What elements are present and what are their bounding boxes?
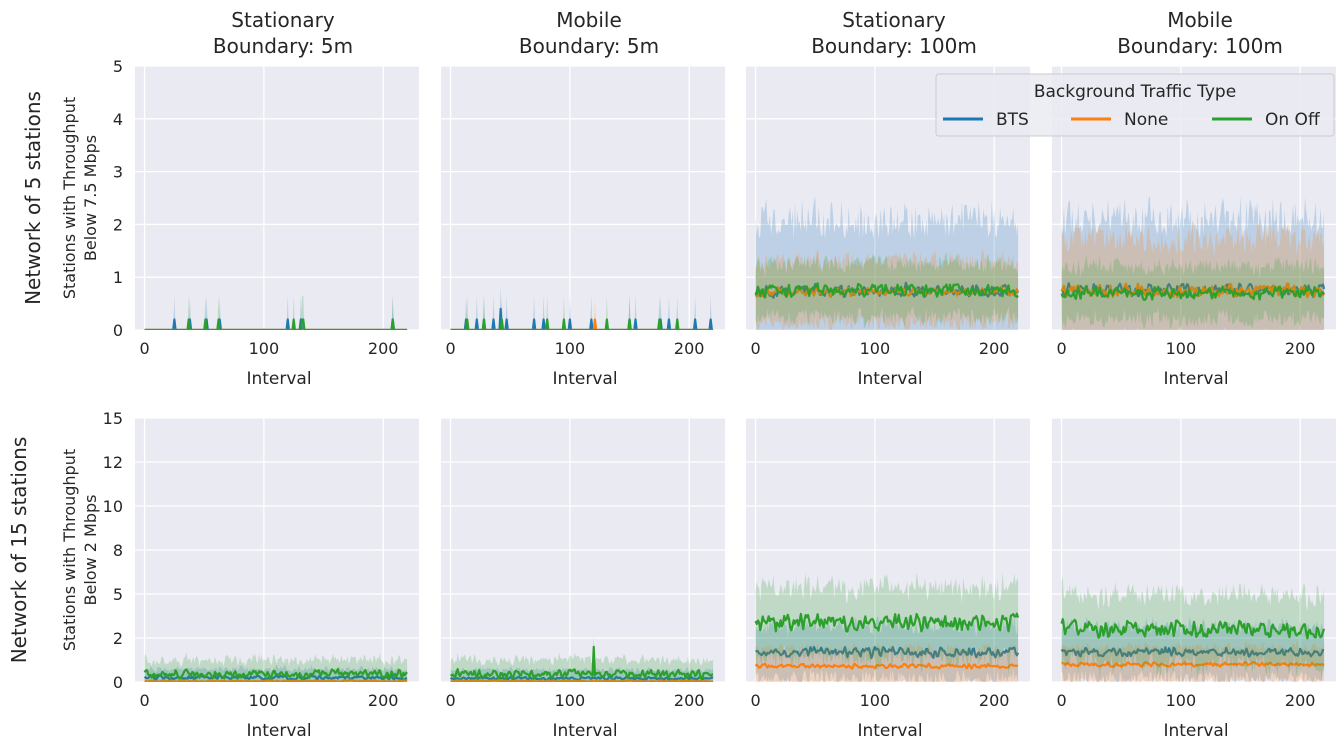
y-axis-label: Stations with Throughput xyxy=(60,449,79,651)
legend-label-onoff: On Off xyxy=(1265,110,1321,130)
y-axis-label: Below 7.5 Mbps xyxy=(81,135,100,261)
row-label-2: Network of 15 stations xyxy=(7,437,31,664)
x-tick-label: 200 xyxy=(979,339,1010,358)
subplot-title: Stationary xyxy=(231,8,335,32)
series-line-bts xyxy=(449,675,714,681)
y-tick-label: 10 xyxy=(103,497,123,516)
x-tick-label: 200 xyxy=(979,691,1010,710)
y-tick-label: 8 xyxy=(113,541,123,560)
subplot-title: Boundary: 5m xyxy=(519,34,659,58)
subplot-title: Boundary: 100m xyxy=(1117,34,1283,58)
series-line-on-off xyxy=(754,612,1020,633)
x-tick-label: 200 xyxy=(368,339,399,358)
series-line-on-off xyxy=(450,645,714,680)
x-axis-label: Interval xyxy=(1163,369,1228,389)
series-line-on-off xyxy=(143,667,408,681)
subplot-title: Boundary: 5m xyxy=(213,34,353,58)
x-tick-label: 0 xyxy=(750,691,760,710)
x-tick-label: 0 xyxy=(1056,691,1066,710)
x-tick-label: 200 xyxy=(674,691,705,710)
x-axis-label: Interval xyxy=(246,369,311,389)
series-line-none xyxy=(450,679,714,682)
x-tick-label: 100 xyxy=(249,691,280,710)
subplot-title: Mobile xyxy=(1167,8,1233,32)
row-label-1: Network of 5 stations xyxy=(21,91,45,305)
x-axis-label: Interval xyxy=(246,721,311,741)
subplot-8: 0 100 200 Interval xyxy=(1052,417,1336,741)
subplot-title: Stationary xyxy=(842,8,946,32)
band-bts xyxy=(755,196,1019,330)
x-tick-label: 200 xyxy=(1285,339,1316,358)
band-none xyxy=(1061,640,1325,682)
x-axis-label: Interval xyxy=(857,721,922,741)
series-line-none xyxy=(144,679,408,682)
y-tick-label: 2 xyxy=(113,629,123,648)
y-tick-label: 0 xyxy=(113,321,123,340)
band-none xyxy=(755,642,1019,682)
y-tick-label: 1 xyxy=(113,268,123,287)
x-tick-label: 0 xyxy=(139,691,149,710)
subplot-1: 0 100 200 0 1 2 3 4 5 Interval Stations with Throu… xyxy=(60,8,419,389)
y-tick-label: 12 xyxy=(103,453,123,472)
series-line-on-off xyxy=(144,318,408,330)
subplot-5: 0 100 200 0 2 5 8 10 12 15 Interval Stations with T… xyxy=(60,409,419,741)
x-tick-label: 0 xyxy=(445,339,455,358)
y-tick-label: 2 xyxy=(113,215,123,234)
band-none xyxy=(1061,217,1325,330)
legend-label-none: None xyxy=(1124,110,1168,130)
x-tick-label: 200 xyxy=(368,691,399,710)
x-axis-label: Interval xyxy=(552,721,617,741)
x-tick-label: 0 xyxy=(139,339,149,358)
y-tick-label: 0 xyxy=(113,673,123,692)
plot-area xyxy=(135,66,419,330)
subplot-7: 0 100 200 Interval xyxy=(746,417,1030,741)
series-line-none xyxy=(1061,660,1325,668)
x-axis-label: Interval xyxy=(552,369,617,389)
x-tick-label: 100 xyxy=(555,339,586,358)
legend: Background Traffic Type BTS None On Off xyxy=(935,73,1335,137)
x-tick-label: 100 xyxy=(1166,691,1197,710)
x-axis-label: Interval xyxy=(857,369,922,389)
series-line-bts xyxy=(755,645,1020,660)
x-tick-label: 0 xyxy=(1056,339,1066,358)
x-tick-label: 100 xyxy=(1166,339,1197,358)
x-axis-label: Interval xyxy=(1163,721,1228,741)
band-on-off xyxy=(1061,255,1325,330)
x-tick-label: 200 xyxy=(674,339,705,358)
y-tick-label: 4 xyxy=(113,110,123,129)
x-tick-label: 100 xyxy=(555,691,586,710)
series-line-on-off xyxy=(1060,284,1325,301)
series-line-on-off xyxy=(1060,617,1326,640)
x-tick-label: 100 xyxy=(249,339,280,358)
y-tick-label: 15 xyxy=(103,409,123,428)
series-line-none xyxy=(754,662,1019,670)
legend-label-bts: BTS xyxy=(996,110,1029,130)
subplot-6: 0 100 200 Interval xyxy=(441,417,725,741)
plot-area xyxy=(441,66,725,330)
series-line-bts xyxy=(450,307,714,330)
x-tick-label: 100 xyxy=(860,691,891,710)
series-line-bts xyxy=(1060,646,1325,658)
x-tick-label: 0 xyxy=(750,339,760,358)
legend-title: Background Traffic Type xyxy=(1034,82,1236,102)
y-tick-label: 3 xyxy=(113,163,123,182)
series-line-bts xyxy=(143,674,408,682)
x-tick-label: 200 xyxy=(1285,691,1316,710)
x-tick-label: 0 xyxy=(445,691,455,710)
x-tick-label: 100 xyxy=(860,339,891,358)
y-tick-label: 5 xyxy=(113,57,123,76)
y-axis-label: Stations with Throughput xyxy=(60,97,79,299)
band-on-off xyxy=(755,571,1019,676)
subplot-title: Boundary: 100m xyxy=(811,34,977,58)
y-axis-label: Below 2 Mbps xyxy=(81,495,100,606)
series-line-on-off xyxy=(755,282,1019,299)
subplot-title: Mobile xyxy=(556,8,622,32)
y-tick-label: 5 xyxy=(113,585,123,604)
